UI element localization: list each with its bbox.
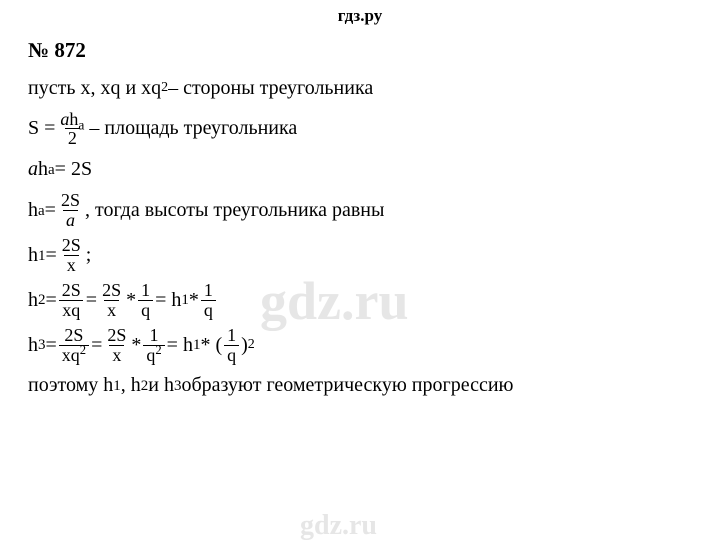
page-header: гдз.ру [0,0,720,26]
problem-number: № 872 [28,34,692,67]
eq: = [86,285,97,316]
numerator: 2S [58,191,83,210]
line-6: h2 = 2S xq = 2S x * 1 q = h1 * 1 q [28,281,692,320]
numerator: aha [57,110,87,129]
line-4: h a = 2S a , тогда высоты треугольника ра… [28,191,692,230]
var: h [38,154,48,185]
var: h [28,240,38,271]
var: h [28,330,38,361]
text: , тогда высоты треугольника равны [85,195,384,226]
fraction: 1 q [201,281,216,320]
denominator: q [201,300,216,320]
eq: = [45,195,56,226]
text: образуют геометрическую прогрессию [182,370,514,401]
text: и h [148,370,174,401]
text: поэтому h [28,370,113,401]
fraction: 2S a [58,191,83,230]
eq: = [46,330,57,361]
line-3: aha = 2S [28,154,692,185]
denominator: x [104,300,119,320]
var: h [28,195,38,226]
eq: = [46,240,57,271]
numerator: 2S [59,236,84,255]
denominator: a [63,210,78,230]
text: , h [121,370,141,401]
fraction: 2S x [99,281,124,320]
eq: = [91,330,102,361]
denominator: xq [59,300,83,320]
sup: 2 [155,343,161,357]
text: – стороны треугольника [168,73,373,104]
text: S = [28,113,55,144]
fraction: 1 q [138,281,153,320]
fraction: 2S x [104,326,129,365]
line-5: h1 = 2S x ; [28,236,692,275]
fraction: 1 q2 [143,326,164,365]
line-7: h3 = 2S xq2 = 2S x * 1 q2 = h1 * ( 1 q )… [28,326,692,365]
solution-content: № 872 пусть x, xq и xq2 – стороны треуго… [0,26,720,401]
line-8: поэтому h1, h2 и h3 образуют геометричес… [28,370,692,401]
fraction: aha 2 [57,110,87,149]
numerator: 1 [224,326,239,345]
denominator: q [138,300,153,320]
numerator: 1 [201,281,216,300]
denominator: xq2 [59,345,89,365]
watermark-small: gdz.ru [300,510,377,542]
text: ) [241,330,248,361]
fraction: 2S xq [59,281,84,320]
line-1: пусть x, xq и xq2 – стороны треугольника [28,73,692,104]
text: пусть x, xq и xq [28,73,161,104]
text: = h [155,285,181,316]
text: = 2S [55,154,92,185]
text: = h [167,330,193,361]
op: * [189,285,199,316]
sup: 2 [80,343,86,357]
numerator: 2S [104,326,129,345]
text: xq [62,345,80,365]
numerator: 1 [138,281,153,300]
fraction: 1 q [224,326,239,365]
denominator: q [224,345,239,365]
text: ; [86,240,92,271]
denominator: x [64,255,79,275]
var: a [28,154,38,185]
denominator: q2 [143,345,164,365]
var: h [28,285,38,316]
op: * [131,330,141,361]
line-2: S = aha 2 – площадь треугольника [28,110,692,149]
fraction: 2S xq2 [59,326,89,365]
numerator: 2S [59,281,84,300]
text: – площадь треугольника [89,113,297,144]
denominator: x [109,345,124,365]
op: * ( [200,330,222,361]
fraction: 2S x [59,236,84,275]
numerator: 2S [99,281,124,300]
op: * [126,285,136,316]
eq: = [46,285,57,316]
denominator: 2 [65,128,80,148]
